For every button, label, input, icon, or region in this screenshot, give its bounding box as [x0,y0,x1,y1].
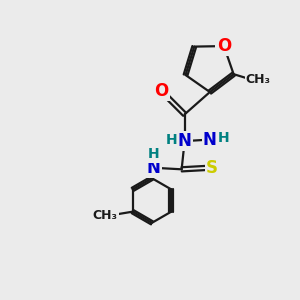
Text: H: H [218,131,229,145]
Text: O: O [154,82,169,100]
Text: H: H [148,148,159,161]
Text: CH₃: CH₃ [93,209,118,222]
Text: S: S [206,159,218,177]
Text: N: N [203,130,217,148]
Text: O: O [217,37,231,55]
Text: N: N [178,132,192,150]
Text: CH₃: CH₃ [246,73,271,86]
Text: H: H [165,133,177,147]
Text: N: N [146,159,161,177]
